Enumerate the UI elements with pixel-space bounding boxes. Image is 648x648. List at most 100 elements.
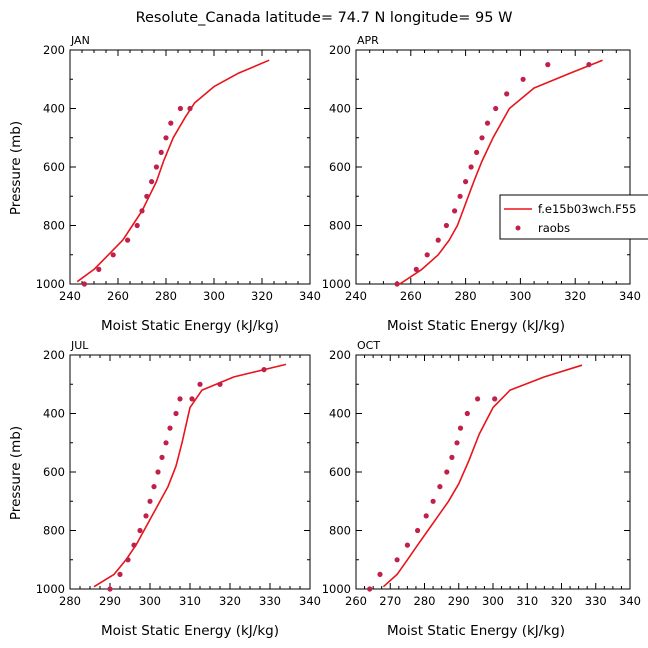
- x-tick-label-oct: 330: [585, 594, 607, 608]
- raobs-point-oct: [415, 527, 421, 534]
- legend-model-label: f.e15b03wch.F55: [538, 202, 636, 216]
- plot-frame-jan: [69, 49, 311, 285]
- raobs-point-jan: [110, 252, 116, 258]
- raobs-point-apr: [504, 91, 510, 97]
- raobs-point-jan: [81, 281, 87, 287]
- raobs-point-apr: [413, 266, 419, 272]
- x-tick-label-oct: 300: [482, 594, 504, 608]
- raobs-point-apr: [493, 105, 499, 112]
- y-tick-label-jan: 600: [43, 160, 65, 174]
- x-tick-label-oct: 320: [551, 594, 573, 608]
- raobs-point-jul: [189, 396, 195, 402]
- y-tick-label-oct: 600: [329, 465, 351, 479]
- raobs-point-jul: [163, 440, 169, 446]
- raobs-point-jul: [131, 542, 137, 548]
- raobs-point-apr: [463, 179, 469, 185]
- x-tick-label-apr: 240: [345, 289, 367, 303]
- y-tick-label-oct: 200: [329, 348, 351, 362]
- y-tick-label-oct: 1000: [322, 582, 351, 596]
- x-tick-label-jan: 300: [203, 289, 225, 303]
- y-tick-label-oct: 800: [329, 524, 351, 538]
- legend-obs-swatch: [515, 225, 521, 231]
- raobs-point-oct: [367, 586, 373, 592]
- raobs-point-jul: [137, 527, 143, 534]
- panel-jan: JAN Moist Static Energy (kJ/kg) Pressure…: [8, 34, 321, 334]
- raobs-point-apr: [452, 208, 458, 214]
- raobs-point-oct: [377, 571, 383, 578]
- x-tick-label-apr: 320: [564, 289, 586, 303]
- x-tick-label-oct: 310: [516, 594, 538, 608]
- figure-title: Resolute_Canada latitude= 74.7 N longitu…: [136, 10, 513, 26]
- y-tick-label-apr: 200: [329, 43, 351, 57]
- raobs-point-apr: [457, 193, 463, 199]
- raobs-point-jul: [217, 381, 223, 387]
- y-tick-label-jul: 200: [43, 348, 65, 362]
- raobs-point-apr: [520, 76, 526, 82]
- model-line-apr: [399, 59, 603, 284]
- legend-box: [499, 194, 648, 240]
- raobs-point-oct: [437, 484, 443, 490]
- raobs-point-jul: [147, 498, 153, 504]
- x-tick-label-apr: 300: [509, 289, 531, 303]
- y-tick-label-apr: 600: [329, 160, 351, 174]
- y-tick-label-jul: 600: [43, 465, 65, 479]
- y-axis-label-jul: Pressure (mb): [8, 426, 24, 520]
- raobs-point-oct: [449, 454, 455, 460]
- x-tick-label-jan: 340: [299, 289, 321, 303]
- y-tick-label-jan: 1000: [36, 277, 65, 291]
- raobs-point-oct: [492, 396, 498, 402]
- x-tick-label-apr: 260: [400, 289, 422, 303]
- panel-jul: JUL Moist Static Energy (kJ/kg) Pressure…: [8, 339, 321, 639]
- x-axis-label-jul: Moist Static Energy (kJ/kg): [101, 623, 279, 639]
- raobs-point-apr: [435, 237, 441, 243]
- raobs-point-jul: [261, 367, 267, 373]
- x-tick-label-jul: 280: [59, 594, 81, 608]
- y-tick-label-apr: 1000: [322, 277, 351, 291]
- x-tick-label-jan: 240: [59, 289, 81, 303]
- panel-apr: APR Moist Static Energy (kJ/kg) 240 260 28…: [322, 34, 641, 334]
- y-tick-label-apr: 800: [329, 219, 351, 233]
- x-tick-label-jan: 280: [155, 289, 177, 303]
- raobs-point-jan: [96, 266, 102, 272]
- raobs-point-apr: [474, 149, 480, 155]
- panel-label-oct: OCT: [357, 339, 380, 352]
- raobs-point-jan: [168, 120, 174, 126]
- x-axis-label-jan: Moist Static Energy (kJ/kg): [101, 318, 279, 334]
- panel-label-jul: JUL: [70, 339, 89, 352]
- x-tick-label-apr: 280: [455, 289, 477, 303]
- x-tick-label-oct: 280: [414, 594, 436, 608]
- plot-frame-oct: [355, 354, 631, 590]
- raobs-point-jan: [144, 193, 150, 199]
- legend-obs-label: raobs: [538, 221, 570, 235]
- x-axis-label-apr: Moist Static Energy (kJ/kg): [387, 318, 565, 334]
- raobs-point-jan: [177, 105, 183, 112]
- y-tick-label-jan: 200: [43, 43, 65, 57]
- panel-label-apr: APR: [357, 34, 379, 47]
- panel-label-jan: JAN: [70, 34, 90, 47]
- x-tick-label-jul: 300: [139, 594, 161, 608]
- y-tick-label-jul: 1000: [36, 582, 65, 596]
- raobs-point-apr: [468, 164, 474, 170]
- x-tick-label-jan: 320: [251, 289, 273, 303]
- y-tick-label-apr: 400: [329, 102, 351, 116]
- raobs-point-jul: [167, 425, 173, 431]
- raobs-point-jan: [158, 149, 164, 155]
- x-tick-label-jul: 340: [299, 594, 321, 608]
- x-tick-label-oct: 290: [448, 594, 470, 608]
- x-tick-label-oct: 340: [619, 594, 641, 608]
- raobs-point-apr: [479, 135, 485, 141]
- x-tick-label-jul: 330: [259, 594, 281, 608]
- legend: f.e15b03wch.F55 raobs: [499, 194, 648, 240]
- x-tick-label-jul: 310: [179, 594, 201, 608]
- raobs-point-oct: [464, 410, 470, 417]
- x-axis-label-oct: Moist Static Energy (kJ/kg): [387, 623, 565, 639]
- raobs-point-jul: [159, 454, 165, 460]
- raobs-point-oct: [475, 396, 481, 402]
- x-tick-label-jul: 320: [219, 594, 241, 608]
- raobs-point-apr: [484, 120, 491, 126]
- raobs-point-jul: [107, 586, 113, 592]
- raobs-point-oct: [430, 498, 436, 504]
- plot-frame-apr: [355, 49, 631, 285]
- y-tick-label-oct: 400: [329, 407, 351, 421]
